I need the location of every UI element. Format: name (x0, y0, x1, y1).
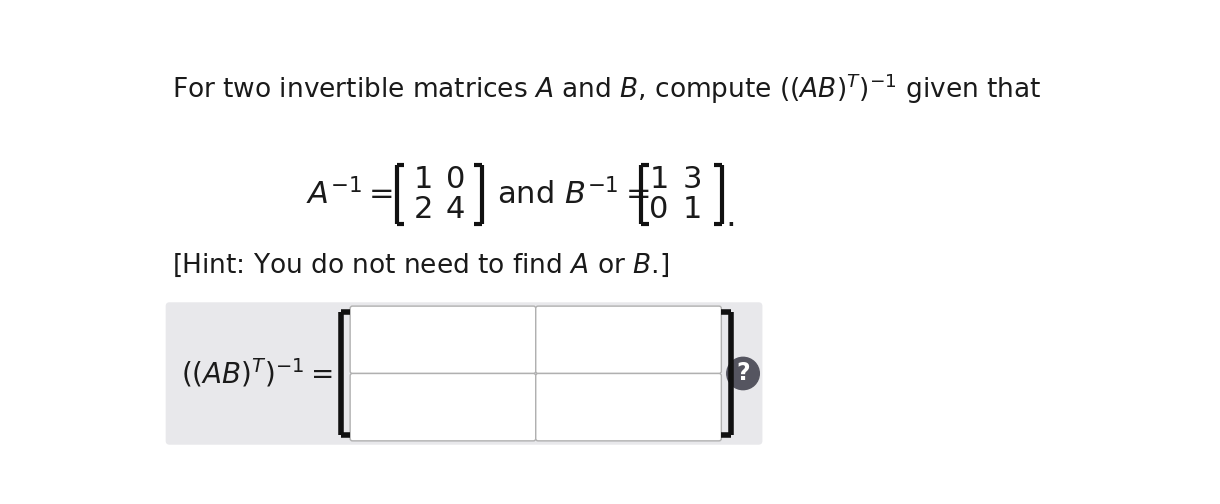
Text: [Hint: You do not need to find $\mathit{A}$ or $\mathit{B}$.]: [Hint: You do not need to find $\mathit{… (172, 252, 669, 279)
Text: .: . (725, 200, 736, 232)
Text: $3$: $3$ (682, 165, 700, 194)
Text: ?: ? (736, 361, 750, 386)
Text: and $B^{-1} =$: and $B^{-1} =$ (498, 178, 650, 211)
Text: $4$: $4$ (445, 196, 465, 224)
Text: $A^{-1} =$: $A^{-1} =$ (305, 178, 393, 211)
Text: $1$: $1$ (412, 165, 432, 194)
FancyBboxPatch shape (536, 306, 721, 373)
FancyBboxPatch shape (350, 373, 536, 441)
Text: $((AB)^T)^{-1} =$: $((AB)^T)^{-1} =$ (182, 357, 333, 390)
Text: $1$: $1$ (649, 165, 667, 194)
Text: $1$: $1$ (682, 196, 700, 224)
FancyBboxPatch shape (536, 373, 721, 441)
Text: $0$: $0$ (648, 196, 667, 224)
Ellipse shape (727, 357, 759, 390)
Text: $2$: $2$ (414, 196, 432, 224)
Text: For two invertible matrices $\mathit{A}$ and $\mathit{B}$, compute $((AB)^T)^{-1: For two invertible matrices $\mathit{A}$… (172, 71, 1042, 106)
FancyBboxPatch shape (350, 306, 536, 373)
FancyBboxPatch shape (166, 302, 762, 445)
Text: $0$: $0$ (445, 165, 465, 194)
